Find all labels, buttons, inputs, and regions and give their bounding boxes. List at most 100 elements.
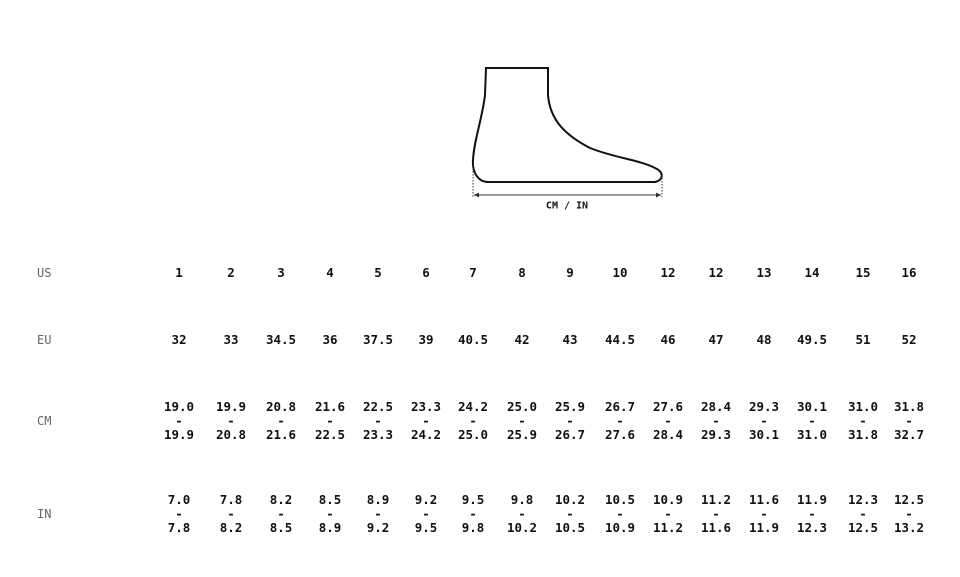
size-value: 20.8	[215, 427, 247, 442]
foot-outline	[471, 67, 663, 183]
size-value: 14	[804, 265, 820, 280]
size-value: 36	[322, 332, 338, 347]
size-value: 51	[855, 332, 871, 347]
in-range-cell: 9.2-9.5	[396, 493, 456, 535]
size-value: 24.2	[457, 399, 489, 414]
cm-range-cell: 26.7-27.6	[590, 400, 650, 442]
size-value: 26.7	[604, 399, 636, 414]
size-value: 13	[756, 265, 772, 280]
size-value: 8.2	[269, 492, 293, 507]
size-value: 26.7	[554, 427, 586, 442]
size-value: 10	[612, 265, 628, 280]
size-value: 42	[514, 332, 530, 347]
size-value: 9.2	[366, 520, 390, 535]
in-range-cell: 12.5-13.2	[879, 493, 939, 535]
size-value: 19.9	[163, 427, 195, 442]
in-range-cell: 10.5-10.9	[590, 493, 650, 535]
us-size-cell: 10	[590, 266, 650, 280]
range-separator: -	[566, 506, 574, 521]
eu-size-cell: 39	[396, 333, 456, 347]
size-value: 28.4	[652, 427, 684, 442]
us-size-cell: 9	[540, 266, 600, 280]
size-value: 43	[562, 332, 578, 347]
eu-size-cell: 52	[879, 333, 939, 347]
in-range-cell: 9.5-9.8	[443, 493, 503, 535]
size-value: 9.5	[414, 520, 438, 535]
range-separator: -	[469, 506, 477, 521]
size-value: 11.6	[748, 492, 780, 507]
size-value: 11.9	[796, 492, 828, 507]
in-range-cell: 8.5-8.9	[300, 493, 360, 535]
in-range-cell: 10.9-11.2	[638, 493, 698, 535]
measure-label: CM / IN	[545, 200, 589, 212]
us-size-cell: 4	[300, 266, 360, 280]
range-separator: -	[374, 506, 382, 521]
range-separator: -	[518, 413, 526, 428]
size-value: 48	[756, 332, 772, 347]
size-value: 31.0	[796, 427, 828, 442]
size-value: 46	[660, 332, 676, 347]
eu-size-cell: 47	[686, 333, 746, 347]
cm-range-cell: 23.3-24.2	[396, 400, 456, 442]
size-value: 39	[418, 332, 434, 347]
size-value: 8.2	[219, 520, 243, 535]
size-value: 9	[566, 265, 574, 280]
cm-range-cell: 28.4-29.3	[686, 400, 746, 442]
size-value: 13.2	[893, 520, 925, 535]
size-value: 32	[171, 332, 187, 347]
size-value: 19.9	[215, 399, 247, 414]
eu-size-cell: 51	[833, 333, 893, 347]
range-separator: -	[374, 413, 382, 428]
us-size-cell: 15	[833, 266, 893, 280]
range-separator: -	[808, 413, 816, 428]
size-value: 12.3	[847, 492, 879, 507]
size-value: 27.6	[604, 427, 636, 442]
size-value: 21.6	[265, 427, 297, 442]
size-value: 8.5	[269, 520, 293, 535]
cm-range-cell: 25.9-26.7	[540, 400, 600, 442]
in-range-cell: 7.8-8.2	[201, 493, 261, 535]
size-value: 22.5	[314, 427, 346, 442]
size-value: 10.2	[554, 492, 586, 507]
size-value: 25.9	[506, 427, 538, 442]
size-value: 34.5	[265, 332, 297, 347]
size-value: 4	[326, 265, 334, 280]
in-range-cell: 9.8-10.2	[492, 493, 552, 535]
eu-size-cell: 42	[492, 333, 552, 347]
size-value: 30.1	[748, 427, 780, 442]
size-value: 9.8	[510, 492, 534, 507]
cm-range-cell: 19.9-20.8	[201, 400, 261, 442]
size-value: 52	[901, 332, 917, 347]
size-value: 49.5	[796, 332, 828, 347]
us-size-cell: 14	[782, 266, 842, 280]
range-separator: -	[175, 506, 183, 521]
in-range-cell: 10.2-10.5	[540, 493, 600, 535]
cm-range-cell: 27.6-28.4	[638, 400, 698, 442]
size-value: 8.9	[318, 520, 342, 535]
size-value: 11.2	[652, 520, 684, 535]
size-value: 31.8	[847, 427, 879, 442]
eu-size-cell: 43	[540, 333, 600, 347]
us-size-cell: 1	[149, 266, 209, 280]
in-range-cell: 12.3-12.5	[833, 493, 893, 535]
size-value: 12.5	[847, 520, 879, 535]
us-size-cell: 12	[638, 266, 698, 280]
range-separator: -	[859, 413, 867, 428]
size-value: 12.3	[796, 520, 828, 535]
range-separator: -	[712, 506, 720, 521]
range-separator: -	[227, 506, 235, 521]
size-value: 7.8	[219, 492, 243, 507]
size-value: 25.9	[554, 399, 586, 414]
size-value: 12	[660, 265, 676, 280]
cm-range-cell: 30.1-31.0	[782, 400, 842, 442]
size-value: 15	[855, 265, 871, 280]
us-size-cell: 12	[686, 266, 746, 280]
size-value: 28.4	[700, 399, 732, 414]
range-separator: -	[422, 413, 430, 428]
in-range-cell: 8.2-8.5	[251, 493, 311, 535]
us-size-cell: 13	[734, 266, 794, 280]
size-value: 8.9	[366, 492, 390, 507]
range-separator: -	[277, 506, 285, 521]
size-value: 30.1	[796, 399, 828, 414]
size-value: 11.9	[748, 520, 780, 535]
